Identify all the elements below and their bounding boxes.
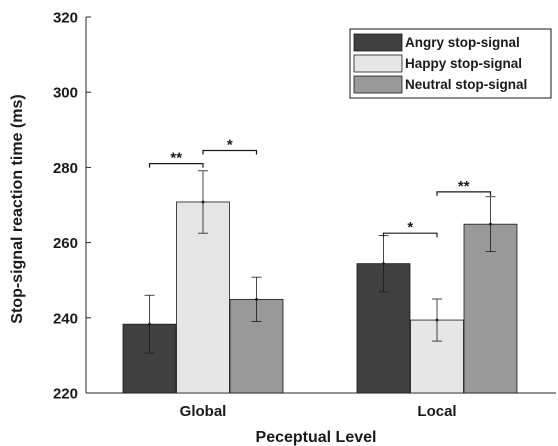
- legend-label: Happy stop-signal: [405, 56, 522, 71]
- x-tick-label: Global: [180, 403, 227, 420]
- mean-marker: [201, 200, 205, 204]
- bar: [176, 201, 230, 394]
- mean-marker: [148, 322, 151, 326]
- significance-bracket: [382, 232, 438, 238]
- x-axis-label: Peceptual Level: [256, 429, 377, 446]
- x-tick-label: Local: [417, 403, 456, 420]
- y-tick-label: 280: [53, 160, 78, 177]
- significance-label: **: [170, 150, 182, 167]
- legend-swatch: [353, 33, 403, 52]
- y-tick-label: 260: [53, 235, 78, 252]
- y-tick-label: 300: [53, 85, 78, 102]
- mean-marker: [435, 318, 439, 322]
- error-bars: [144, 170, 496, 354]
- significance-label: *: [227, 136, 233, 153]
- mean-marker: [382, 262, 385, 266]
- bars: [122, 201, 518, 394]
- significance-bracket: [148, 163, 204, 168]
- mean-marker: [255, 297, 258, 301]
- mean-marker: [489, 222, 492, 226]
- bar: [463, 223, 518, 394]
- legend: Angry stop-signal Happy stop-signal Neutra…: [349, 28, 552, 99]
- y-tick-label: 240: [53, 310, 78, 327]
- legend-swatch: [353, 75, 403, 94]
- legend-swatch: [353, 54, 403, 73]
- significance-label: **: [458, 178, 470, 195]
- legend-label: Angry stop-signal: [405, 35, 520, 50]
- y-tick-label: 320: [53, 10, 78, 27]
- axes: 220 240 260 280 300 320 Global Local: [53, 10, 556, 420]
- significance-bracket: [202, 149, 258, 155]
- legend-label: Neutral stop-signal: [405, 77, 527, 92]
- y-tick-label: 220: [53, 386, 78, 403]
- significance-annotations: ******: [148, 136, 492, 238]
- y-axis-label: Stop-signal reaction time (ms): [9, 94, 26, 323]
- significance-bracket: [436, 191, 492, 196]
- significance-label: *: [407, 219, 413, 236]
